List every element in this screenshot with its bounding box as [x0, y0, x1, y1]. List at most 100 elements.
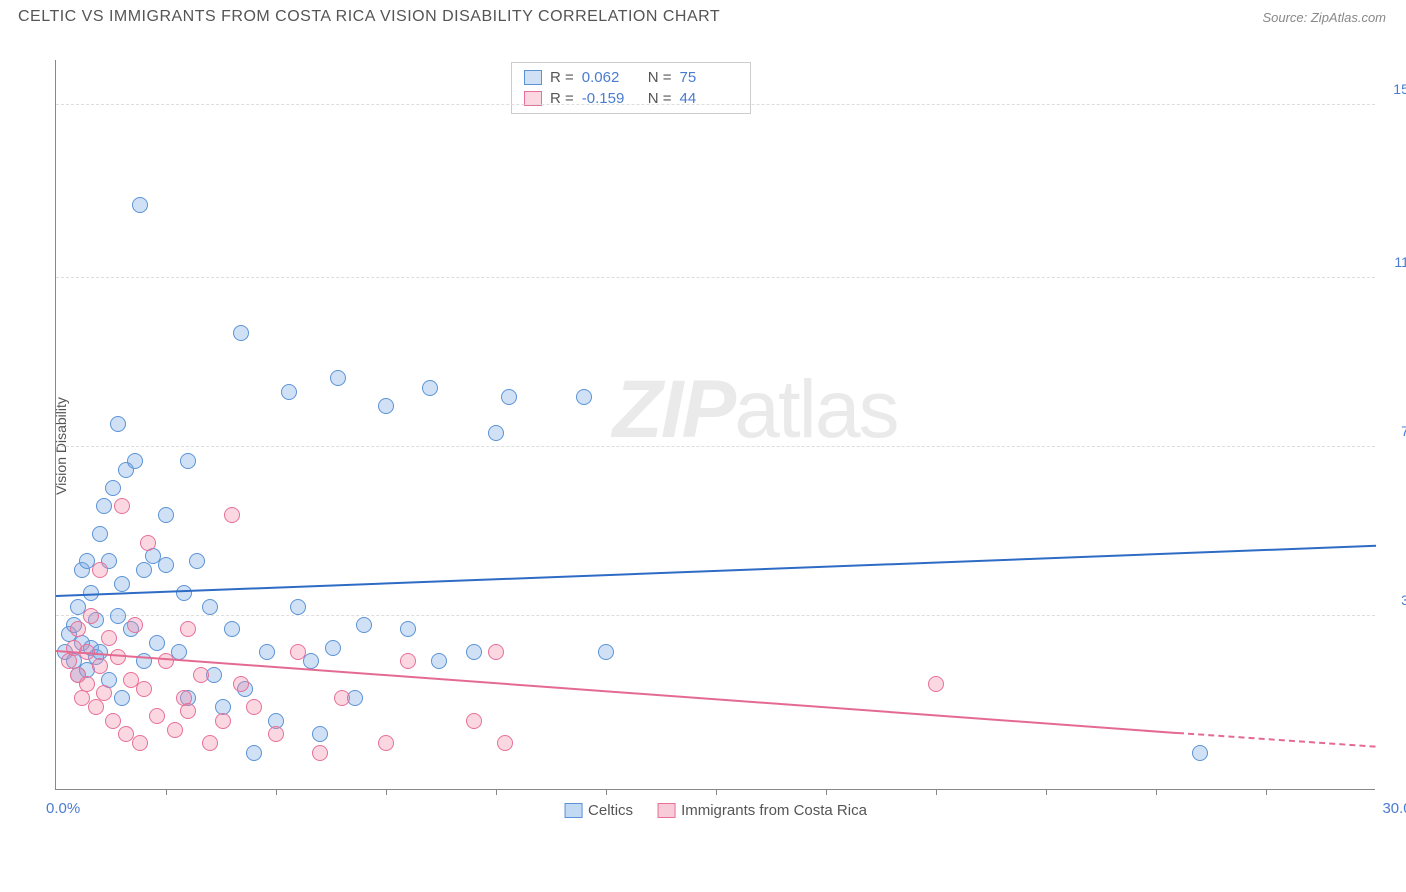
legend-label-celtics: Celtics	[588, 802, 633, 819]
data-point	[105, 713, 121, 729]
data-point	[140, 535, 156, 551]
r-value-celtics: 0.062	[582, 69, 640, 86]
data-point	[132, 197, 148, 213]
data-point	[215, 713, 231, 729]
data-point	[290, 599, 306, 615]
data-point	[149, 708, 165, 724]
data-point	[127, 617, 143, 633]
stats-legend: R = 0.062 N = 75 R = -0.159 N = 44	[511, 62, 751, 114]
data-point	[105, 480, 121, 496]
data-point	[158, 507, 174, 523]
data-point	[224, 507, 240, 523]
data-point	[96, 498, 112, 514]
data-point	[114, 576, 130, 592]
x-tick	[826, 789, 827, 795]
data-point	[431, 653, 447, 669]
source-label: Source: ZipAtlas.com	[1262, 10, 1386, 25]
legend-label-costarica: Immigrants from Costa Rica	[681, 802, 867, 819]
x-tick	[716, 789, 717, 795]
data-point	[598, 644, 614, 660]
data-point	[202, 735, 218, 751]
data-point	[400, 621, 416, 637]
data-point	[290, 644, 306, 660]
data-point	[497, 735, 513, 751]
data-point	[180, 621, 196, 637]
stats-row-costarica: R = -0.159 N = 44	[524, 88, 738, 109]
data-point	[189, 553, 205, 569]
data-point	[378, 735, 394, 751]
data-point	[1192, 745, 1208, 761]
data-point	[576, 389, 592, 405]
data-point	[501, 389, 517, 405]
gridline	[56, 446, 1375, 447]
legend-swatch-costarica	[657, 803, 675, 818]
data-point	[466, 713, 482, 729]
n-value-celtics: 75	[680, 69, 738, 86]
trend-line	[1178, 732, 1376, 748]
x-tick	[166, 789, 167, 795]
data-point	[180, 703, 196, 719]
data-point	[92, 658, 108, 674]
legend-swatch-celtics	[564, 803, 582, 818]
data-point	[70, 621, 86, 637]
data-point	[114, 690, 130, 706]
data-point	[136, 562, 152, 578]
data-point	[127, 453, 143, 469]
y-tick-label: 7.5%	[1401, 423, 1406, 439]
watermark: ZIPatlas	[613, 363, 898, 457]
gridline	[56, 277, 1375, 278]
swatch-celtics	[524, 70, 542, 85]
data-point	[928, 676, 944, 692]
data-point	[110, 416, 126, 432]
data-point	[246, 745, 262, 761]
legend-item-celtics: Celtics	[564, 802, 633, 819]
x-tick	[936, 789, 937, 795]
data-point	[356, 617, 372, 633]
data-point	[488, 425, 504, 441]
y-tick-label: 15.0%	[1393, 81, 1406, 97]
gridline	[56, 104, 1375, 105]
data-point	[259, 644, 275, 660]
data-point	[378, 398, 394, 414]
data-point	[400, 653, 416, 669]
data-point	[158, 557, 174, 573]
data-point	[202, 599, 218, 615]
data-point	[92, 526, 108, 542]
data-point	[246, 699, 262, 715]
data-point	[132, 735, 148, 751]
data-point	[101, 630, 117, 646]
data-point	[224, 621, 240, 637]
x-tick	[1156, 789, 1157, 795]
data-point	[92, 562, 108, 578]
x-min-label: 0.0%	[46, 800, 80, 817]
data-point	[488, 644, 504, 660]
legend-item-costarica: Immigrants from Costa Rica	[657, 802, 867, 819]
chart-title: CELTIC VS IMMIGRANTS FROM COSTA RICA VIS…	[18, 8, 720, 26]
x-tick	[386, 789, 387, 795]
data-point	[180, 453, 196, 469]
data-point	[334, 690, 350, 706]
data-point	[193, 667, 209, 683]
y-tick-label: 3.8%	[1401, 592, 1406, 608]
data-point	[176, 585, 192, 601]
data-point	[83, 608, 99, 624]
data-point	[88, 699, 104, 715]
stats-row-celtics: R = 0.062 N = 75	[524, 67, 738, 88]
data-point	[422, 380, 438, 396]
data-point	[114, 498, 130, 514]
data-point	[233, 676, 249, 692]
x-tick	[276, 789, 277, 795]
data-point	[110, 608, 126, 624]
y-tick-label: 11.2%	[1394, 254, 1406, 270]
data-point	[149, 635, 165, 651]
data-point	[312, 726, 328, 742]
data-point	[325, 640, 341, 656]
data-point	[303, 653, 319, 669]
data-point	[330, 370, 346, 386]
data-point	[312, 745, 328, 761]
data-point	[136, 681, 152, 697]
x-max-label: 30.0%	[1382, 800, 1406, 817]
x-tick	[1046, 789, 1047, 795]
data-point	[281, 384, 297, 400]
data-point	[79, 676, 95, 692]
